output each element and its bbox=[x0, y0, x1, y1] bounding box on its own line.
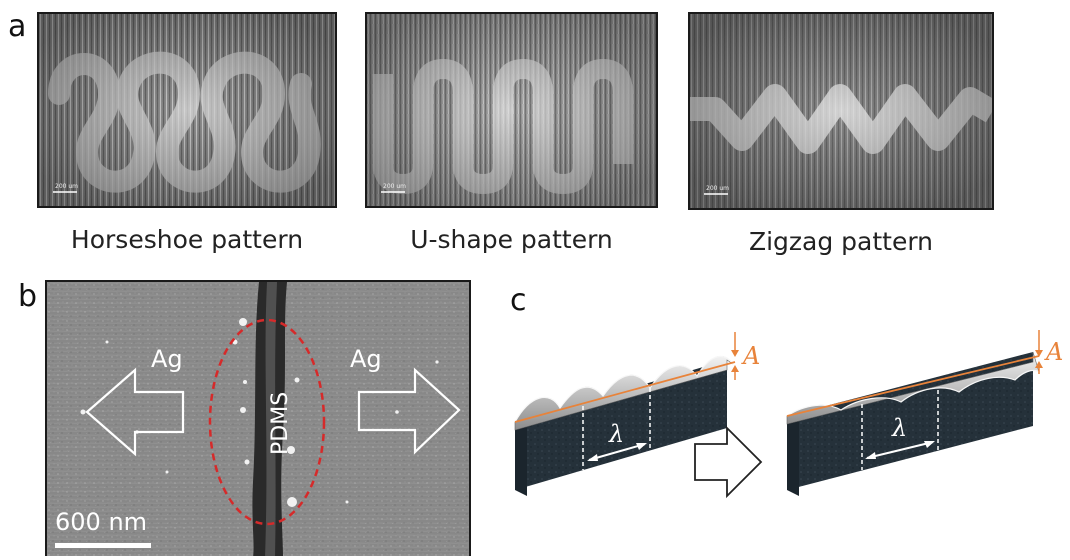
scale-label: 200 um bbox=[706, 185, 729, 192]
sem-image-horseshoe: 200 um bbox=[37, 12, 337, 208]
wrinkle-block-high-amplitude: λ A bbox=[514, 332, 760, 496]
label-ag-right: Ag bbox=[350, 345, 382, 373]
amplitude-symbol-right: A bbox=[1044, 338, 1063, 366]
scale-label: 600 nm bbox=[55, 508, 147, 536]
caption-zigzag: Zigzag pattern bbox=[748, 227, 934, 256]
arrow-left-icon bbox=[85, 367, 185, 457]
panel-letter-a: a bbox=[8, 9, 27, 44]
caption-u-shape: U-shape pattern bbox=[410, 225, 613, 254]
caption-horseshoe: Horseshoe pattern bbox=[70, 225, 304, 254]
scale-label: 200 um bbox=[383, 183, 406, 190]
arrow-right-icon bbox=[357, 367, 461, 455]
panel-letter-c: c bbox=[510, 283, 527, 318]
sem-image-u-shape: 200 um bbox=[365, 12, 658, 208]
scale-bar bbox=[55, 543, 151, 548]
label-ag-left: Ag bbox=[151, 345, 183, 373]
wavelength-symbol-left: λ bbox=[608, 420, 624, 448]
sem-image-zigzag: 200 um bbox=[688, 12, 994, 210]
scale-label: 200 um bbox=[55, 183, 78, 190]
wrinkle-block-low-amplitude: λ A bbox=[786, 330, 1063, 496]
wavelength-symbol-right: λ bbox=[891, 414, 907, 442]
amplitude-symbol-left: A bbox=[741, 342, 760, 370]
pdms-highlight-ellipse bbox=[208, 318, 326, 526]
wrinkle-schematic: λ A λ A bbox=[505, 330, 1070, 556]
panel-letter-b: b bbox=[18, 279, 38, 314]
transition-arrow-icon bbox=[694, 425, 763, 499]
label-pdms: PDMS bbox=[268, 392, 293, 455]
sem-image-crack: Ag Ag PDMS 600 nm bbox=[45, 280, 471, 556]
